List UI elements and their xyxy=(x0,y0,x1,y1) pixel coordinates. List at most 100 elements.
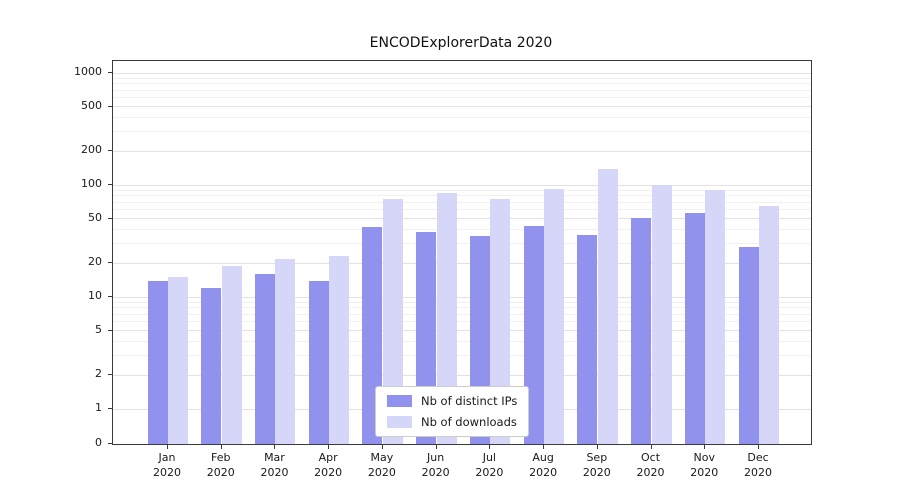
y-tick-label-0: 0 xyxy=(95,436,102,449)
bar-nb-of-downloads-mar-2020 xyxy=(275,258,296,444)
x-tick-label-line: Jul xyxy=(482,451,496,464)
x-tick-label-line: 2020 xyxy=(475,466,504,479)
y-tick-label-200: 200 xyxy=(81,143,102,157)
x-tick-label-line: 2020 xyxy=(582,466,611,479)
x-tick-label-oct-2020: Oct 2020 xyxy=(619,450,683,480)
x-tick-label-sep-2020: Sep 2020 xyxy=(565,450,629,480)
bar-nb-of-distinct-ips-nov-2020 xyxy=(684,213,705,444)
gridline-700 xyxy=(113,89,811,91)
gridline-6 xyxy=(113,321,811,323)
x-tick-label-line: 2020 xyxy=(529,466,558,479)
x-tick-label-line: Mar xyxy=(264,451,285,464)
x-tick-label-aug-2020: Aug 2020 xyxy=(511,450,575,480)
gridline-2 xyxy=(113,374,811,376)
x-tick-mark-apr-2020 xyxy=(328,445,330,449)
legend-item-downloads: Nb of downloads xyxy=(387,415,517,429)
x-tick-label-line: Feb xyxy=(210,451,231,464)
x-tick-label-mar-2020: Mar 2020 xyxy=(242,450,306,480)
legend-label-distinct-ips: Nb of distinct IPs xyxy=(421,394,518,408)
y-tick-mark-20 xyxy=(108,262,112,264)
y-tick-mark-1 xyxy=(108,408,112,409)
x-tick-label-line: 2020 xyxy=(421,466,450,479)
gridline-50 xyxy=(113,218,811,220)
gridline-800 xyxy=(113,83,811,85)
y-tick-mark-200 xyxy=(108,150,112,152)
gridline-1000 xyxy=(113,72,811,74)
x-tick-mark-feb-2020 xyxy=(220,445,222,449)
bar-nb-of-downloads-oct-2020 xyxy=(651,185,672,444)
gridline-900 xyxy=(113,77,811,79)
bar-nb-of-distinct-ips-jan-2020 xyxy=(147,280,168,444)
x-tick-label-line: Apr xyxy=(318,451,338,464)
x-tick-label-line: Nov xyxy=(693,451,715,464)
y-tick-label-1000: 1000 xyxy=(74,65,102,78)
x-tick-mark-aug-2020 xyxy=(543,445,545,449)
x-tick-mark-sep-2020 xyxy=(596,445,598,449)
legend-swatch-0 xyxy=(387,395,412,407)
gridline-80 xyxy=(113,195,811,197)
x-tick-label-apr-2020: Apr 2020 xyxy=(296,450,360,480)
legend-label-downloads: Nb of downloads xyxy=(421,415,517,429)
x-tick-label-line: May xyxy=(370,451,394,464)
x-tick-label-line: Jan xyxy=(158,451,176,464)
bar-nb-of-downloads-feb-2020 xyxy=(221,265,242,444)
bar-nb-of-distinct-ips-oct-2020 xyxy=(631,217,652,444)
x-tick-label-line: Oct xyxy=(641,451,661,464)
x-tick-label-line: 2020 xyxy=(314,466,343,479)
legend: Nb of distinct IPs Nb of downloads xyxy=(375,386,530,437)
x-tick-mark-mar-2020 xyxy=(274,445,276,449)
y-tick-mark-100 xyxy=(108,184,112,185)
gridline-300 xyxy=(113,131,811,133)
legend-item-distinct-ips: Nb of distinct IPs xyxy=(387,394,517,408)
y-tick-mark-50 xyxy=(108,217,112,219)
bar-nb-of-downloads-may-2020 xyxy=(382,198,403,444)
x-tick-mark-jan-2020 xyxy=(167,445,168,449)
x-tick-label-line: Sep xyxy=(586,451,608,464)
y-tick-label-500: 500 xyxy=(81,98,102,112)
gridline-70 xyxy=(113,201,811,203)
bar-nb-of-distinct-ips-sep-2020 xyxy=(577,234,598,444)
bar-nb-of-downloads-sep-2020 xyxy=(597,168,618,444)
gridline-600 xyxy=(113,97,811,99)
bar-nb-of-downloads-nov-2020 xyxy=(705,190,726,444)
x-tick-mark-jun-2020 xyxy=(435,445,437,449)
y-tick-mark-10 xyxy=(108,296,112,297)
y-tick-mark-2 xyxy=(108,374,112,376)
y-tick-label-5: 5 xyxy=(95,322,102,336)
bar-nb-of-distinct-ips-feb-2020 xyxy=(201,288,222,444)
x-tick-label-nov-2020: Nov 2020 xyxy=(672,450,736,480)
x-tick-label-jun-2020: Jun 2020 xyxy=(404,450,468,480)
gridline-8 xyxy=(113,307,811,309)
x-tick-label-jul-2020: Jul 2020 xyxy=(457,450,521,480)
y-tick-label-100: 100 xyxy=(81,177,102,190)
legend-swatch-1 xyxy=(387,416,412,428)
gridline-500 xyxy=(113,106,811,108)
x-tick-label-line: 2020 xyxy=(367,466,396,479)
x-tick-mark-jul-2020 xyxy=(489,445,491,449)
bar-nb-of-distinct-ips-apr-2020 xyxy=(308,280,329,444)
bar-nb-of-downloads-jun-2020 xyxy=(436,192,457,444)
x-tick-label-line: Aug xyxy=(532,451,554,464)
x-tick-mark-oct-2020 xyxy=(650,445,652,449)
y-tick-label-2: 2 xyxy=(95,367,102,381)
bar-nb-of-downloads-jul-2020 xyxy=(490,198,511,444)
y-tick-label-50: 50 xyxy=(88,210,102,224)
y-tick-mark-500 xyxy=(108,105,112,107)
gridline-30 xyxy=(113,243,811,245)
y-tick-label-10: 10 xyxy=(88,289,102,302)
x-tick-label-line: 2020 xyxy=(206,466,235,479)
gridline-20 xyxy=(113,262,811,264)
gridline-5 xyxy=(113,330,811,332)
gridline-90 xyxy=(113,189,811,191)
x-tick-label-line: 2020 xyxy=(636,466,665,479)
gridline-100 xyxy=(113,184,811,186)
x-tick-label-line: Jun xyxy=(427,451,445,464)
y-tick-mark-0 xyxy=(108,443,112,444)
gridline-200 xyxy=(113,150,811,152)
gridline-400 xyxy=(113,117,811,119)
gridline-4 xyxy=(113,341,811,343)
x-tick-mark-may-2020 xyxy=(381,445,383,449)
gridline-10 xyxy=(113,296,811,298)
bar-nb-of-distinct-ips-mar-2020 xyxy=(254,274,275,444)
